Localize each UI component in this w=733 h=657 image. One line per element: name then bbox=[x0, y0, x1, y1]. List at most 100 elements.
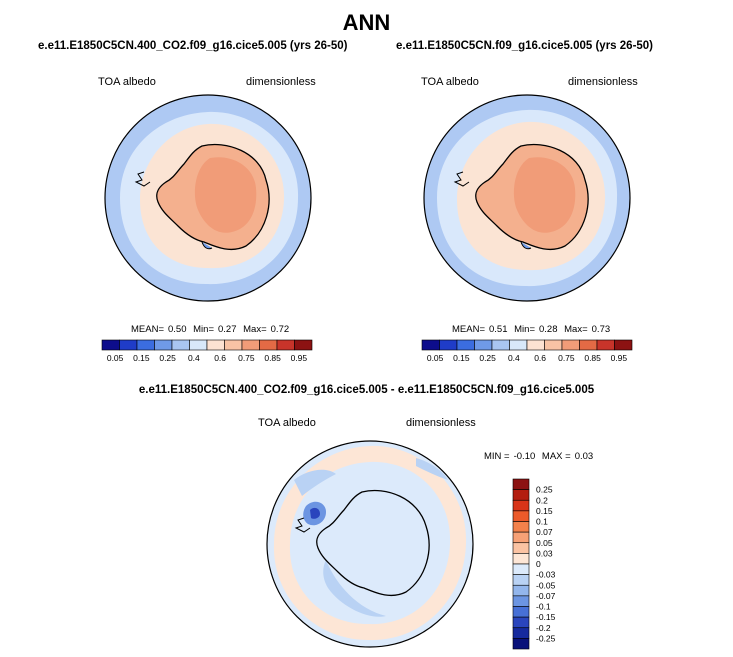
antarctic-peninsula bbox=[294, 517, 311, 533]
colorbar-tick-label: 0.05 bbox=[427, 353, 444, 363]
colorbar-swatch bbox=[512, 510, 530, 522]
panel-1-colorbar: 0.05 0.15 0.25 0.4 0.6 0.75 0.85 0.95 bbox=[101, 339, 313, 363]
colorbar-tick-label: 0.25 bbox=[159, 353, 176, 363]
colorbar-tick-label: -0.1 bbox=[536, 602, 551, 612]
colorbar-swatch bbox=[512, 616, 530, 629]
colorbar-swatch bbox=[512, 542, 530, 554]
ross-sea-patches bbox=[323, 560, 386, 617]
colorbar-swatch bbox=[294, 339, 313, 351]
mean-label: MEAN= bbox=[452, 324, 485, 335]
colorbar-swatch bbox=[154, 339, 173, 351]
colorbar-swatch bbox=[509, 339, 528, 351]
panel-2-units-label: dimensionless bbox=[568, 76, 638, 88]
mean-value: 0.50 bbox=[168, 324, 187, 335]
max-value: 0.03 bbox=[574, 451, 594, 462]
max-value: 0.72 bbox=[270, 324, 290, 335]
colorbar-tick-label: 0.75 bbox=[238, 353, 255, 363]
colorbar-swatch bbox=[206, 339, 225, 351]
colorbar-swatch bbox=[561, 339, 580, 351]
colorbar-tick-label: 0.15 bbox=[133, 353, 150, 363]
colorbar-swatch bbox=[189, 339, 208, 351]
colorbar-tick-label: 0 bbox=[536, 559, 541, 569]
colorbar-tick-label: 0.95 bbox=[291, 353, 308, 363]
colorbar-swatch bbox=[614, 339, 633, 351]
panel-3-map bbox=[266, 440, 474, 648]
colorbar-tick-label: 0.6 bbox=[214, 353, 226, 363]
antarctic-peninsula bbox=[453, 171, 470, 187]
colorbar-tick-label: 0.4 bbox=[508, 353, 520, 363]
colorbar-swatch bbox=[512, 638, 530, 650]
map-border bbox=[266, 440, 474, 648]
colorbar-swatch bbox=[512, 489, 530, 501]
map-border bbox=[104, 94, 312, 302]
colorbar-swatch bbox=[512, 584, 530, 597]
colorbar-swatch bbox=[512, 606, 530, 618]
colorbar-swatch bbox=[512, 478, 530, 490]
colorbar-swatch bbox=[512, 531, 530, 544]
panel-2-colorbar: 0.05 0.15 0.25 0.4 0.6 0.75 0.85 0.95 bbox=[421, 339, 633, 363]
colorbar-swatch bbox=[512, 627, 530, 639]
weddell-sea-core bbox=[310, 507, 320, 519]
min-label: MIN = bbox=[484, 451, 510, 462]
east-antarctic-plateau bbox=[513, 157, 576, 233]
negative-patch-north bbox=[416, 458, 448, 480]
colorbar-tick-label: 0.85 bbox=[264, 353, 281, 363]
colorbar-tick-label: 0.15 bbox=[536, 506, 553, 516]
colorbar-swatch bbox=[512, 563, 530, 575]
colorbar-swatch bbox=[512, 521, 530, 533]
colorbar-swatch bbox=[119, 339, 138, 351]
panel-1-case-title: e.e11.E1850C5CN.400_CO2.f09_g16.cice5.00… bbox=[38, 40, 348, 52]
colorbar-tick-label: -0.25 bbox=[536, 633, 556, 643]
colorbar-tick-label: 0.85 bbox=[584, 353, 601, 363]
panel-2-map bbox=[423, 94, 631, 302]
min-label: Min= bbox=[193, 324, 214, 335]
panel-1-units-label: dimensionless bbox=[246, 76, 316, 88]
mean-label: MEAN= bbox=[131, 324, 164, 335]
min-value: 0.28 bbox=[539, 324, 558, 335]
colorbar-swatch bbox=[526, 339, 545, 351]
min-value: 0.27 bbox=[218, 324, 237, 335]
panel-3-case-title: e.e11.E1850C5CN.400_CO2.f09_g16.cice5.00… bbox=[138, 384, 595, 396]
colorbar-swatch bbox=[544, 339, 563, 351]
colorbar-swatch bbox=[259, 339, 278, 351]
colorbar-tick-label: 0.25 bbox=[479, 353, 496, 363]
min-value: -0.10 bbox=[513, 451, 536, 462]
colorbar-swatch bbox=[579, 339, 598, 351]
colorbar-tick-label: -0.05 bbox=[536, 580, 556, 590]
figure-title: ANN bbox=[342, 10, 391, 35]
panel-3-stats: MIN = -0.10 MAX = 0.03 bbox=[484, 451, 597, 462]
panel-1-stats: MEAN= 0.50 Min= 0.27 Max= 0.72 bbox=[131, 324, 293, 335]
max-label: MAX = bbox=[541, 451, 571, 462]
negative-patch-west bbox=[294, 469, 336, 496]
colorbar-swatch bbox=[136, 339, 155, 351]
colorbar-swatch bbox=[512, 574, 530, 586]
panel-1-map bbox=[104, 94, 312, 302]
ross-sea-coast bbox=[520, 241, 532, 250]
max-value: 0.73 bbox=[591, 324, 611, 335]
colorbar-tick-label: -0.15 bbox=[536, 612, 556, 622]
ross-sea-coast bbox=[201, 241, 213, 250]
colorbar-tick-label: 0.95 bbox=[611, 353, 628, 363]
min-label: Min= bbox=[514, 324, 535, 335]
panel-2-variable-label: TOA albedo bbox=[421, 76, 479, 88]
colorbar-tick-label: 0.1 bbox=[536, 517, 548, 527]
colorbar-tick-label: -0.07 bbox=[536, 591, 556, 601]
colorbar-swatch bbox=[512, 553, 530, 565]
colorbar-swatch bbox=[421, 339, 440, 351]
colorbar-tick-label: 0.4 bbox=[188, 353, 200, 363]
colorbar-swatch bbox=[101, 339, 120, 351]
colorbar-tick-label: 0.15 bbox=[453, 353, 470, 363]
colorbar-tick-label: 0.75 bbox=[558, 353, 575, 363]
colorbar-tick-label: -0.2 bbox=[536, 623, 551, 633]
map-border bbox=[423, 94, 631, 302]
east-antarctic-plateau bbox=[194, 157, 257, 233]
colorbar-swatch bbox=[474, 339, 493, 351]
colorbar-swatch bbox=[224, 339, 243, 351]
panel-3-units-label: dimensionless bbox=[406, 417, 476, 429]
colorbar-swatch bbox=[276, 339, 295, 351]
colorbar-swatch bbox=[512, 499, 530, 512]
max-label: Max= bbox=[243, 324, 267, 335]
colorbar-tick-label: 0.05 bbox=[107, 353, 124, 363]
colorbar-tick-label: -0.03 bbox=[536, 570, 556, 580]
panel-1-variable-label: TOA albedo bbox=[98, 76, 156, 88]
